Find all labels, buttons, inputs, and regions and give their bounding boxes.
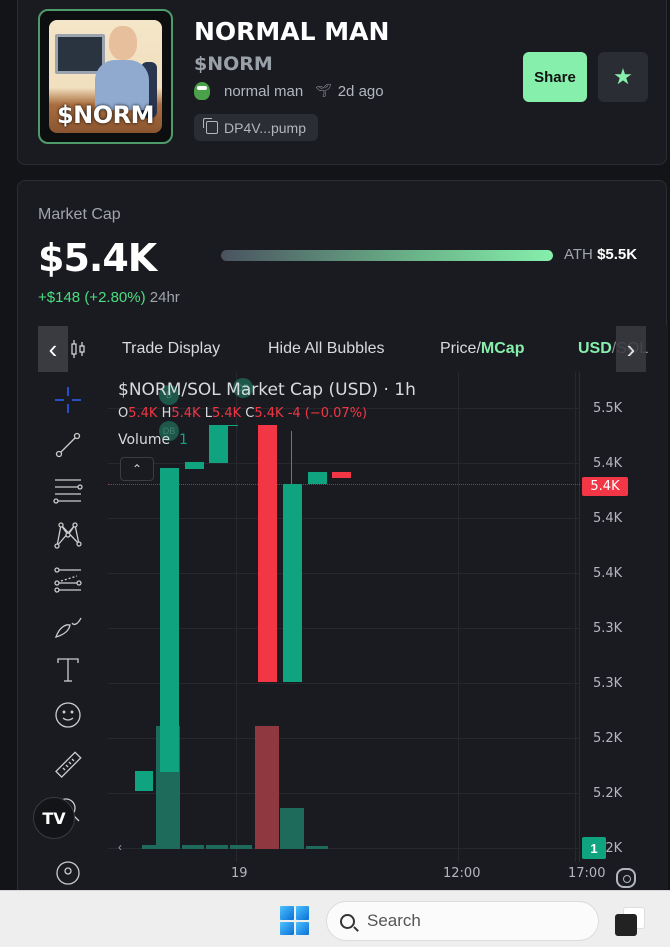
price-axis[interactable]: 5.5K 5.4K 5.4K 5.4K 5.3K 5.3K 5.2K 5.2K … [580,372,668,862]
task-view-button[interactable] [615,907,645,937]
last-price-tag: 5.4K [582,477,628,496]
market-cap-card: Market Cap $5.4K +$148 (+2.80%) 24hr ATH… [17,180,668,902]
scroll-left-chevron[interactable]: ‹ [118,840,122,854]
price-option: Price/ [440,340,481,357]
time-axis[interactable]: 19 12:00 17:00 [231,866,606,881]
volume-tag: 1 [582,837,606,859]
change-pct: (+2.80%) [84,289,146,306]
ohlc-legend: O5.4K H5.4K L5.4K C5.4K -4 (−0.07%) [118,406,368,421]
collapse-legend-button[interactable]: ⌃ [120,457,154,481]
sprout-icon: 🌱︎ [315,83,332,98]
toolbar-scroll-right-button[interactable]: › [616,326,646,372]
taskbar-search[interactable]: Search [326,901,599,941]
chart-plot-area[interactable]: B DB DB $NORM/SOL Market Cap (USD) · 1h … [108,372,580,862]
token-avatar: $NORM [38,9,173,144]
emoji-tool[interactable] [52,699,84,731]
trade-bubble[interactable]: B [159,385,179,405]
creator-avatar-icon [194,82,210,100]
trade-bubble[interactable]: DB [233,378,253,398]
token-name: NORMAL MAN [194,17,390,46]
text-tool[interactable] [52,654,84,686]
market-cap-value: $5.4K [38,236,157,280]
pattern-icon [54,522,82,549]
token-ticker: $NORM [194,53,273,75]
search-icon [340,913,355,929]
chart-settings-icon[interactable] [616,868,636,888]
crosshair-tool[interactable] [52,384,84,416]
ath-label: ATH $5.5K [564,246,637,263]
volume-legend: Volume 1 [118,432,188,448]
magnet-icon [56,861,80,885]
fib-lines-icon [53,479,83,504]
chart-toolbar: ‹ Trade Display Hide All Bubbles Price/M… [18,326,668,372]
usd-option: USD [578,340,612,357]
token-address: DP4V...pump [224,119,306,136]
star-icon: ★ [613,64,633,89]
search-placeholder: Search [367,911,421,930]
creator-name-link[interactable]: normal man [224,82,304,100]
favorite-button[interactable]: ★ [598,52,648,102]
taskbar: Search [0,890,670,947]
brush-tool[interactable] [52,609,84,641]
ath-text: ATH [564,246,593,263]
price-chart: B DB DB $NORM/SOL Market Cap (USD) · 1h … [18,372,668,902]
horizontal-lines-tool[interactable] [52,474,84,506]
trend-line-icon [55,432,81,458]
pattern-tool[interactable] [52,519,84,551]
chevron-up-icon: ⌃ [131,462,143,476]
smiley-icon [55,702,81,728]
token-header-card: $NORM NORMAL MAN $NORM normal man 🌱︎ 2d … [17,0,667,165]
chevron-right-icon: › [626,333,636,364]
token-avatar-image: $NORM [49,20,162,133]
last-price-line [108,484,580,485]
copy-address-button[interactable]: DP4V...pump [194,114,318,141]
chevron-left-icon: ‹ [48,333,58,364]
ruler-icon [55,751,82,778]
market-cap-change: +$148 (+2.80%) 24hr [38,289,180,306]
change-abs: +$148 [38,289,81,306]
trend-line-tool[interactable] [52,429,84,461]
chart-title: $NORM/SOL Market Cap (USD) · 1h [118,380,416,400]
copy-icon [203,118,218,134]
change-period: 24hr [149,289,180,306]
hide-bubbles-toggle[interactable]: Hide All Bubbles [268,340,385,357]
drawing-toolbar [40,372,100,902]
measure-tool[interactable] [52,749,84,781]
ath-progress-bar [221,250,553,261]
forecast-icon [54,567,82,593]
text-icon [57,658,79,682]
windows-start-button[interactable] [280,906,309,935]
share-button[interactable]: Share [523,52,587,102]
market-cap-label: Market Cap [38,206,121,223]
trade-bubble[interactable]: DB [159,421,179,441]
price-mcap-toggle[interactable]: Price/MCap [440,340,524,358]
toolbar-scroll-left-button[interactable]: ‹ [38,326,68,372]
magnet-tool[interactable] [52,857,84,889]
avatar-caption: $NORM [56,101,155,129]
token-meta: normal man 🌱︎ 2d ago [194,82,384,100]
prediction-tool[interactable] [52,564,84,596]
tradingview-logo[interactable]: TV [33,797,75,839]
candlestick-type-icon[interactable] [70,339,86,359]
trade-display-toggle[interactable]: Trade Display [122,340,221,357]
mcap-option: MCap [480,340,525,357]
ath-value: $5.5K [597,246,638,263]
brush-icon [54,617,82,638]
crosshair-icon [55,387,81,413]
token-age: 2d ago [337,82,384,100]
